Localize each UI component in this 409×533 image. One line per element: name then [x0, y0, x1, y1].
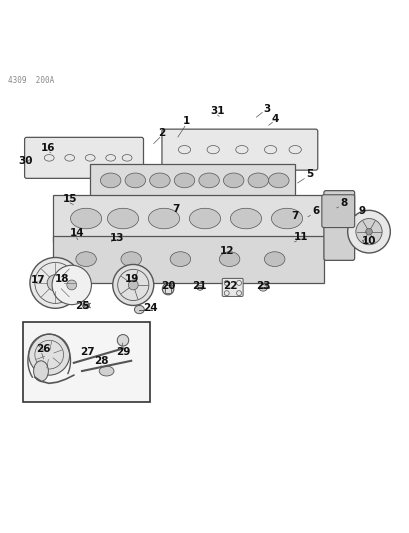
Ellipse shape — [107, 208, 138, 229]
Ellipse shape — [365, 228, 371, 235]
Text: 6: 6 — [311, 206, 319, 216]
Text: 21: 21 — [192, 281, 207, 291]
Ellipse shape — [258, 285, 267, 291]
Text: 20: 20 — [160, 281, 175, 291]
Ellipse shape — [149, 173, 170, 188]
Ellipse shape — [148, 208, 179, 229]
Text: 26: 26 — [36, 343, 50, 353]
Text: 2: 2 — [158, 128, 165, 138]
Ellipse shape — [128, 280, 138, 290]
Ellipse shape — [30, 257, 81, 308]
Text: 11: 11 — [293, 232, 308, 242]
Text: 17: 17 — [30, 274, 45, 285]
Ellipse shape — [170, 252, 190, 266]
Text: 15: 15 — [62, 194, 77, 204]
Text: 4: 4 — [270, 114, 278, 124]
Ellipse shape — [121, 252, 141, 266]
Text: 31: 31 — [209, 106, 224, 116]
Text: 29: 29 — [115, 347, 130, 357]
FancyBboxPatch shape — [321, 195, 354, 228]
Ellipse shape — [198, 173, 219, 188]
FancyBboxPatch shape — [222, 278, 243, 296]
Text: 27: 27 — [80, 347, 94, 357]
Ellipse shape — [29, 334, 70, 375]
Ellipse shape — [223, 173, 243, 188]
Text: 8: 8 — [340, 198, 347, 208]
Text: 1: 1 — [182, 116, 190, 126]
Text: 4309  200A: 4309 200A — [8, 76, 54, 85]
Text: 28: 28 — [94, 356, 109, 366]
FancyBboxPatch shape — [90, 164, 294, 197]
Text: 3: 3 — [262, 103, 270, 114]
FancyBboxPatch shape — [162, 129, 317, 170]
Ellipse shape — [52, 265, 91, 305]
Ellipse shape — [125, 173, 145, 188]
Ellipse shape — [70, 208, 101, 229]
Text: 12: 12 — [220, 246, 234, 256]
Ellipse shape — [99, 366, 114, 376]
FancyBboxPatch shape — [22, 322, 149, 402]
Text: 16: 16 — [41, 143, 56, 154]
Text: 30: 30 — [18, 156, 33, 166]
FancyBboxPatch shape — [53, 195, 323, 242]
Text: 24: 24 — [143, 303, 158, 313]
Ellipse shape — [268, 173, 288, 188]
Ellipse shape — [100, 173, 121, 188]
Text: 5: 5 — [305, 169, 312, 179]
Text: 25: 25 — [74, 301, 89, 311]
Ellipse shape — [112, 264, 153, 305]
Ellipse shape — [347, 211, 389, 253]
Ellipse shape — [247, 173, 268, 188]
Ellipse shape — [174, 173, 194, 188]
Ellipse shape — [162, 284, 173, 295]
Ellipse shape — [34, 361, 48, 381]
Ellipse shape — [189, 208, 220, 229]
Text: 23: 23 — [255, 281, 270, 291]
Ellipse shape — [271, 208, 302, 229]
Text: 13: 13 — [109, 233, 124, 243]
Ellipse shape — [117, 335, 128, 346]
Ellipse shape — [134, 305, 144, 313]
Ellipse shape — [219, 252, 239, 266]
Text: 9: 9 — [357, 206, 364, 216]
Ellipse shape — [230, 208, 261, 229]
Ellipse shape — [47, 274, 63, 291]
Text: 18: 18 — [55, 274, 70, 284]
FancyBboxPatch shape — [165, 285, 171, 293]
FancyBboxPatch shape — [323, 191, 354, 260]
Ellipse shape — [355, 219, 381, 245]
Text: 14: 14 — [70, 228, 84, 238]
Ellipse shape — [67, 280, 76, 290]
Ellipse shape — [264, 252, 284, 266]
FancyBboxPatch shape — [53, 236, 323, 283]
Ellipse shape — [83, 302, 89, 309]
Text: 10: 10 — [361, 236, 375, 246]
Text: 7: 7 — [291, 212, 298, 222]
Text: 7: 7 — [172, 204, 180, 214]
Text: 19: 19 — [125, 274, 139, 284]
Ellipse shape — [196, 285, 203, 290]
Ellipse shape — [76, 252, 96, 266]
FancyBboxPatch shape — [25, 138, 143, 179]
Text: 22: 22 — [222, 281, 237, 291]
